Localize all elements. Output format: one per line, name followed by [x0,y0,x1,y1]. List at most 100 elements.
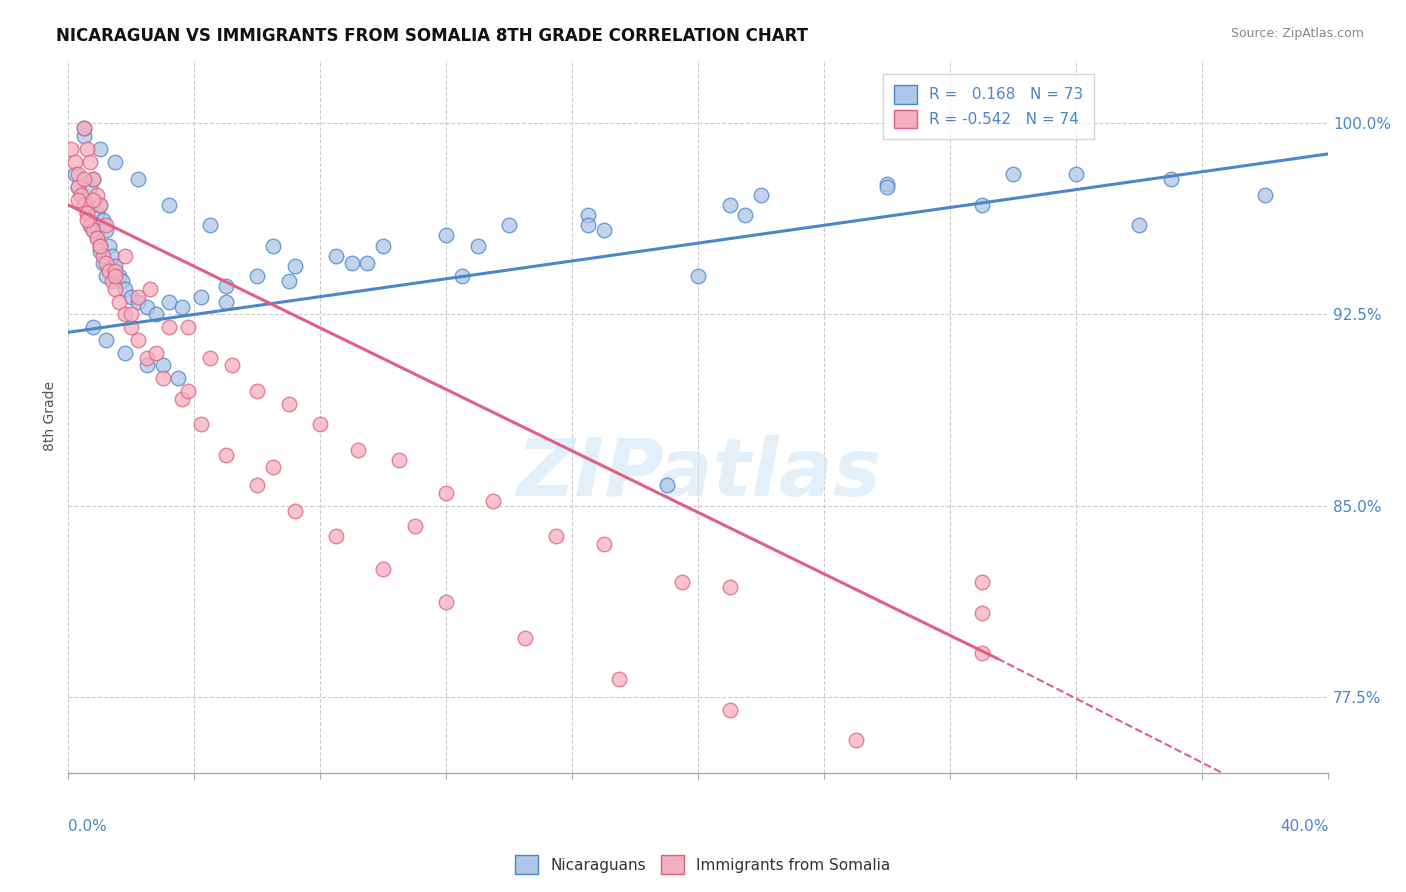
Point [734,208,756,222]
Point [89,244,111,258]
Text: ZIPatlas: ZIPatlas [516,434,880,513]
Point [73,121,96,136]
Point [89,198,111,212]
Point [340,256,363,270]
Point [101,274,124,288]
Text: Source: ZipAtlas.com: Source: ZipAtlas.com [1230,27,1364,40]
Point [970,575,993,590]
Point [688,269,710,284]
Point [1254,187,1277,202]
Point [89,198,111,212]
Point [73,121,96,136]
Point [718,198,741,212]
Point [76,142,98,156]
Point [82,172,104,186]
Point [107,294,129,309]
Point [63,167,86,181]
Point [467,238,489,252]
Point [107,269,129,284]
Point [221,359,243,373]
Point [98,264,121,278]
Point [127,294,149,309]
Point [655,478,678,492]
Point [198,219,221,233]
Point [1160,172,1182,186]
Point [177,320,200,334]
Point [845,733,868,747]
Point [970,606,993,620]
Point [157,294,180,309]
Point [104,259,127,273]
Point [262,238,284,252]
Point [576,219,599,233]
Point [498,219,520,233]
Point [136,300,159,314]
Point [177,384,200,398]
Point [136,351,159,365]
Point [94,333,117,347]
Point [86,231,108,245]
Point [284,504,307,518]
Point [970,198,993,212]
Point [89,238,111,252]
Point [94,269,117,284]
Point [434,486,457,500]
Point [73,129,96,144]
Point [170,392,193,406]
Point [262,460,284,475]
Point [718,580,741,594]
Point [749,187,772,202]
Point [451,269,474,284]
Point [111,274,134,288]
Point [309,417,332,431]
Point [1128,219,1150,233]
Point [127,333,149,347]
Point [82,172,104,186]
Point [136,359,159,373]
Point [718,702,741,716]
Point [152,359,174,373]
Point [373,238,395,252]
Point [215,448,238,462]
Point [325,249,347,263]
Point [157,198,180,212]
Point [434,595,457,609]
Point [76,213,98,227]
Point [404,519,426,533]
Point [190,290,212,304]
Point [76,205,98,219]
Point [60,142,83,156]
Text: 0.0%: 0.0% [69,819,107,834]
Point [127,172,149,186]
Point [1064,167,1087,181]
Point [79,219,101,233]
Point [139,282,162,296]
Point [104,264,127,278]
Point [145,345,167,359]
Point [120,308,142,322]
Point [347,442,370,457]
Point [215,279,238,293]
Point [120,320,142,334]
Point [94,219,117,233]
Point [82,223,104,237]
Point [89,142,111,156]
Point [104,269,127,284]
Point [114,249,136,263]
Point [66,167,89,181]
Point [198,351,221,365]
Point [82,320,104,334]
Point [89,238,111,252]
Point [1002,167,1025,181]
Point [66,180,89,194]
Point [482,493,505,508]
Point [86,187,108,202]
Legend: R =   0.168   N = 73, R = -0.542   N = 74: R = 0.168 N = 73, R = -0.542 N = 74 [883,74,1094,139]
Point [101,249,124,263]
Point [86,205,108,219]
Point [79,180,101,194]
Point [513,631,536,645]
Point [82,223,104,237]
Point [79,154,101,169]
Point [246,269,269,284]
